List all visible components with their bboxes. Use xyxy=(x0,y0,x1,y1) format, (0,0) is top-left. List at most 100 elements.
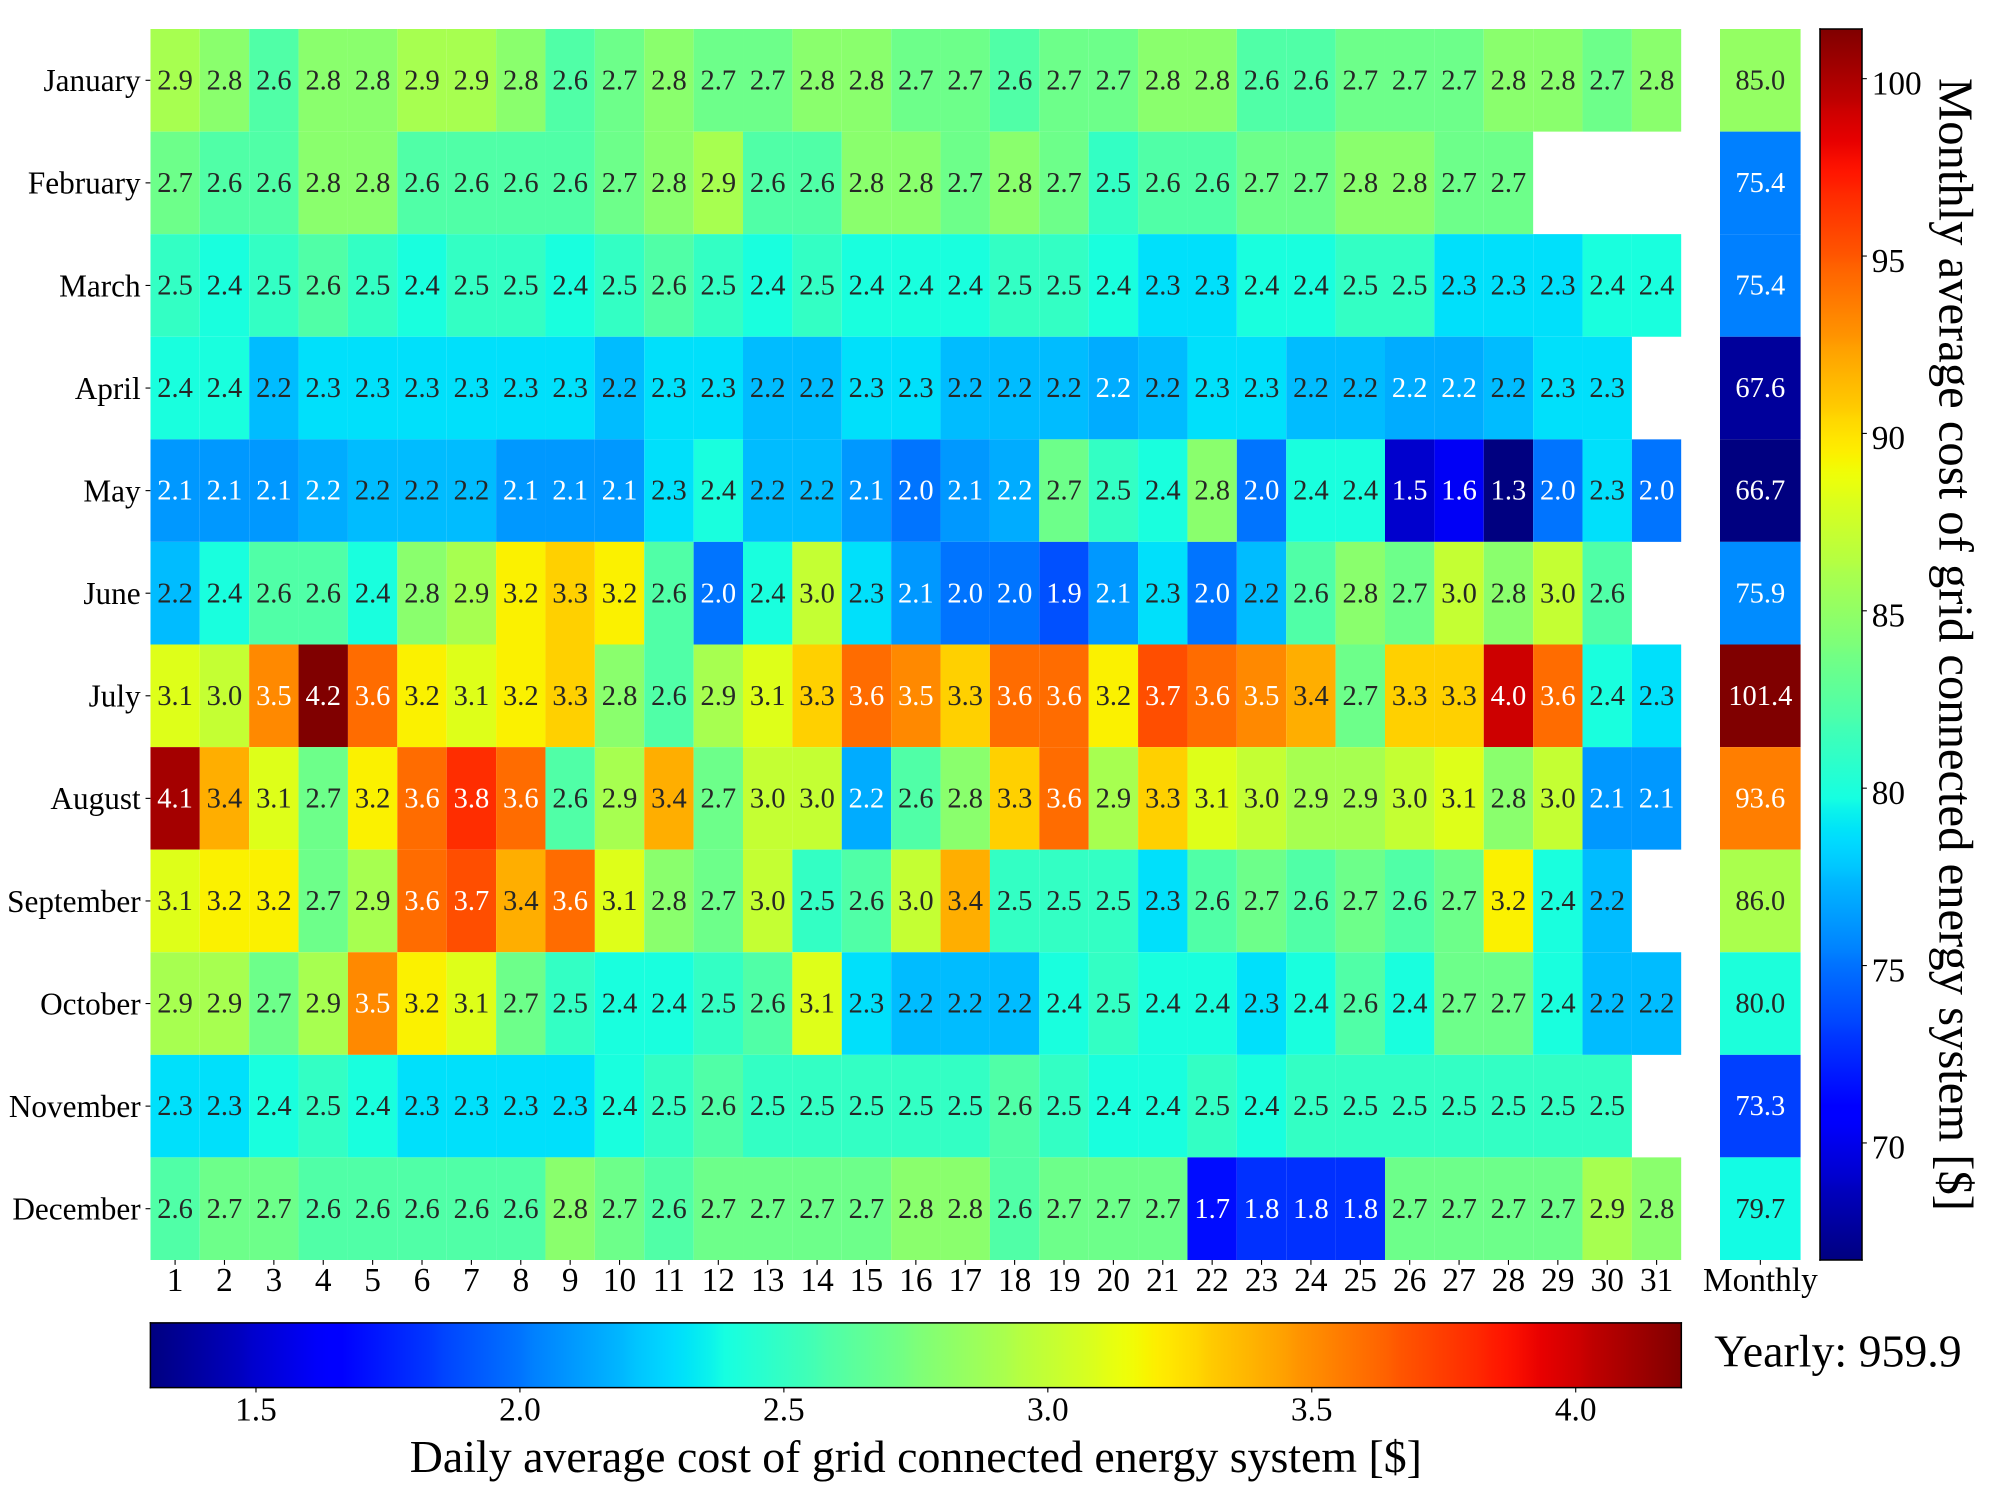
svg-text:2.2: 2.2 xyxy=(1589,989,1625,1020)
svg-text:2.6: 2.6 xyxy=(651,271,687,302)
svg-text:2.9: 2.9 xyxy=(157,989,193,1020)
svg-text:101.4: 101.4 xyxy=(1728,681,1792,712)
svg-text:3.0: 3.0 xyxy=(1392,783,1428,814)
svg-text:2.5: 2.5 xyxy=(1096,168,1132,199)
svg-text:2.8: 2.8 xyxy=(552,1194,588,1225)
svg-text:3.6: 3.6 xyxy=(997,681,1033,712)
svg-text:2.5: 2.5 xyxy=(799,271,835,302)
svg-text:2.1: 2.1 xyxy=(898,578,934,609)
svg-text:2.6: 2.6 xyxy=(799,168,835,199)
svg-text:2.8: 2.8 xyxy=(404,578,440,609)
svg-text:2.7: 2.7 xyxy=(1441,168,1477,199)
svg-text:3.8: 3.8 xyxy=(454,783,490,814)
svg-text:2.4: 2.4 xyxy=(947,271,983,302)
svg-text:2.5: 2.5 xyxy=(763,1391,805,1428)
svg-text:14: 14 xyxy=(800,1262,834,1299)
svg-text:2.2: 2.2 xyxy=(1392,373,1428,404)
svg-text:1: 1 xyxy=(167,1262,184,1299)
svg-text:4: 4 xyxy=(315,1262,332,1299)
svg-text:2.5: 2.5 xyxy=(1096,989,1132,1020)
svg-text:2.5: 2.5 xyxy=(1491,1091,1527,1122)
svg-text:2.4: 2.4 xyxy=(207,578,243,609)
svg-text:2.4: 2.4 xyxy=(1145,989,1181,1020)
svg-text:2.8: 2.8 xyxy=(1343,578,1379,609)
svg-text:2.0: 2.0 xyxy=(947,578,983,609)
svg-text:2.7: 2.7 xyxy=(849,1194,885,1225)
svg-text:2.6: 2.6 xyxy=(503,168,539,199)
svg-text:2.5: 2.5 xyxy=(1589,1091,1625,1122)
svg-text:2.3: 2.3 xyxy=(503,373,539,404)
svg-text:2.9: 2.9 xyxy=(1589,1194,1625,1225)
svg-text:2.8: 2.8 xyxy=(602,681,638,712)
svg-text:Monthly average cost of grid c: Monthly average cost of grid connected e… xyxy=(1928,78,1982,1211)
svg-text:3.5: 3.5 xyxy=(256,681,292,712)
svg-text:2.6: 2.6 xyxy=(404,1194,440,1225)
svg-text:May: May xyxy=(83,473,141,508)
svg-text:2.2: 2.2 xyxy=(1589,886,1625,917)
svg-text:2.7: 2.7 xyxy=(602,168,638,199)
svg-text:2.5: 2.5 xyxy=(305,1091,341,1122)
svg-text:2.1: 2.1 xyxy=(207,476,243,507)
svg-text:December: December xyxy=(12,1192,141,1227)
svg-text:3.1: 3.1 xyxy=(256,783,292,814)
svg-text:3.0: 3.0 xyxy=(898,886,934,917)
svg-text:2.6: 2.6 xyxy=(256,65,292,96)
svg-text:2.3: 2.3 xyxy=(849,578,885,609)
svg-text:2.6: 2.6 xyxy=(305,578,341,609)
svg-text:2.6: 2.6 xyxy=(1194,168,1230,199)
svg-text:2.6: 2.6 xyxy=(651,681,687,712)
svg-text:3.0: 3.0 xyxy=(207,681,243,712)
svg-text:3.0: 3.0 xyxy=(799,578,835,609)
svg-text:3.5: 3.5 xyxy=(1244,681,1280,712)
svg-text:21: 21 xyxy=(1146,1262,1179,1299)
svg-text:3.6: 3.6 xyxy=(404,783,440,814)
svg-text:3.6: 3.6 xyxy=(404,886,440,917)
svg-text:3.3: 3.3 xyxy=(799,681,835,712)
svg-text:2.0: 2.0 xyxy=(1244,476,1280,507)
svg-text:2.2: 2.2 xyxy=(799,373,835,404)
svg-text:2.6: 2.6 xyxy=(552,168,588,199)
svg-text:2.7: 2.7 xyxy=(1343,65,1379,96)
svg-text:2.7: 2.7 xyxy=(1046,65,1082,96)
svg-text:2.1: 2.1 xyxy=(552,476,588,507)
svg-text:2.8: 2.8 xyxy=(1491,783,1527,814)
svg-text:2.6: 2.6 xyxy=(454,168,490,199)
svg-text:2.8: 2.8 xyxy=(799,65,835,96)
svg-text:3.0: 3.0 xyxy=(1244,783,1280,814)
svg-text:Daily average cost of grid con: Daily average cost of grid connected ene… xyxy=(410,1431,1422,1482)
svg-text:2.2: 2.2 xyxy=(997,989,1033,1020)
svg-text:1.5: 1.5 xyxy=(1392,476,1428,507)
svg-text:2.7: 2.7 xyxy=(701,886,737,917)
svg-text:2.4: 2.4 xyxy=(355,1091,391,1122)
svg-text:3.1: 3.1 xyxy=(454,989,490,1020)
svg-text:3.2: 3.2 xyxy=(404,989,440,1020)
svg-text:2.7: 2.7 xyxy=(1589,65,1625,96)
svg-text:3.4: 3.4 xyxy=(1293,681,1329,712)
svg-text:2.8: 2.8 xyxy=(305,168,341,199)
svg-text:November: November xyxy=(9,1089,141,1124)
svg-text:3: 3 xyxy=(266,1262,283,1299)
svg-text:2.2: 2.2 xyxy=(898,989,934,1020)
svg-text:1.8: 1.8 xyxy=(1244,1194,1280,1225)
svg-text:3.1: 3.1 xyxy=(750,681,786,712)
svg-text:3.0: 3.0 xyxy=(750,886,786,917)
svg-text:3.6: 3.6 xyxy=(849,681,885,712)
svg-text:2.6: 2.6 xyxy=(1194,886,1230,917)
svg-text:2.3: 2.3 xyxy=(503,1091,539,1122)
svg-text:3.7: 3.7 xyxy=(454,886,490,917)
svg-text:2.7: 2.7 xyxy=(1046,1194,1082,1225)
svg-text:3.4: 3.4 xyxy=(651,783,687,814)
svg-text:95: 95 xyxy=(1872,243,1905,280)
svg-text:85: 85 xyxy=(1872,598,1905,635)
svg-text:2.5: 2.5 xyxy=(1343,271,1379,302)
svg-text:2.4: 2.4 xyxy=(552,271,588,302)
svg-text:2.7: 2.7 xyxy=(1441,989,1477,1020)
svg-text:3.6: 3.6 xyxy=(1194,681,1230,712)
svg-text:2.7: 2.7 xyxy=(1096,1194,1132,1225)
svg-text:2.4: 2.4 xyxy=(898,271,934,302)
svg-text:2.1: 2.1 xyxy=(1096,578,1132,609)
svg-text:2.5: 2.5 xyxy=(849,1091,885,1122)
svg-text:2.7: 2.7 xyxy=(1392,1194,1428,1225)
svg-text:2.8: 2.8 xyxy=(1343,168,1379,199)
svg-text:4.0: 4.0 xyxy=(1555,1391,1597,1428)
